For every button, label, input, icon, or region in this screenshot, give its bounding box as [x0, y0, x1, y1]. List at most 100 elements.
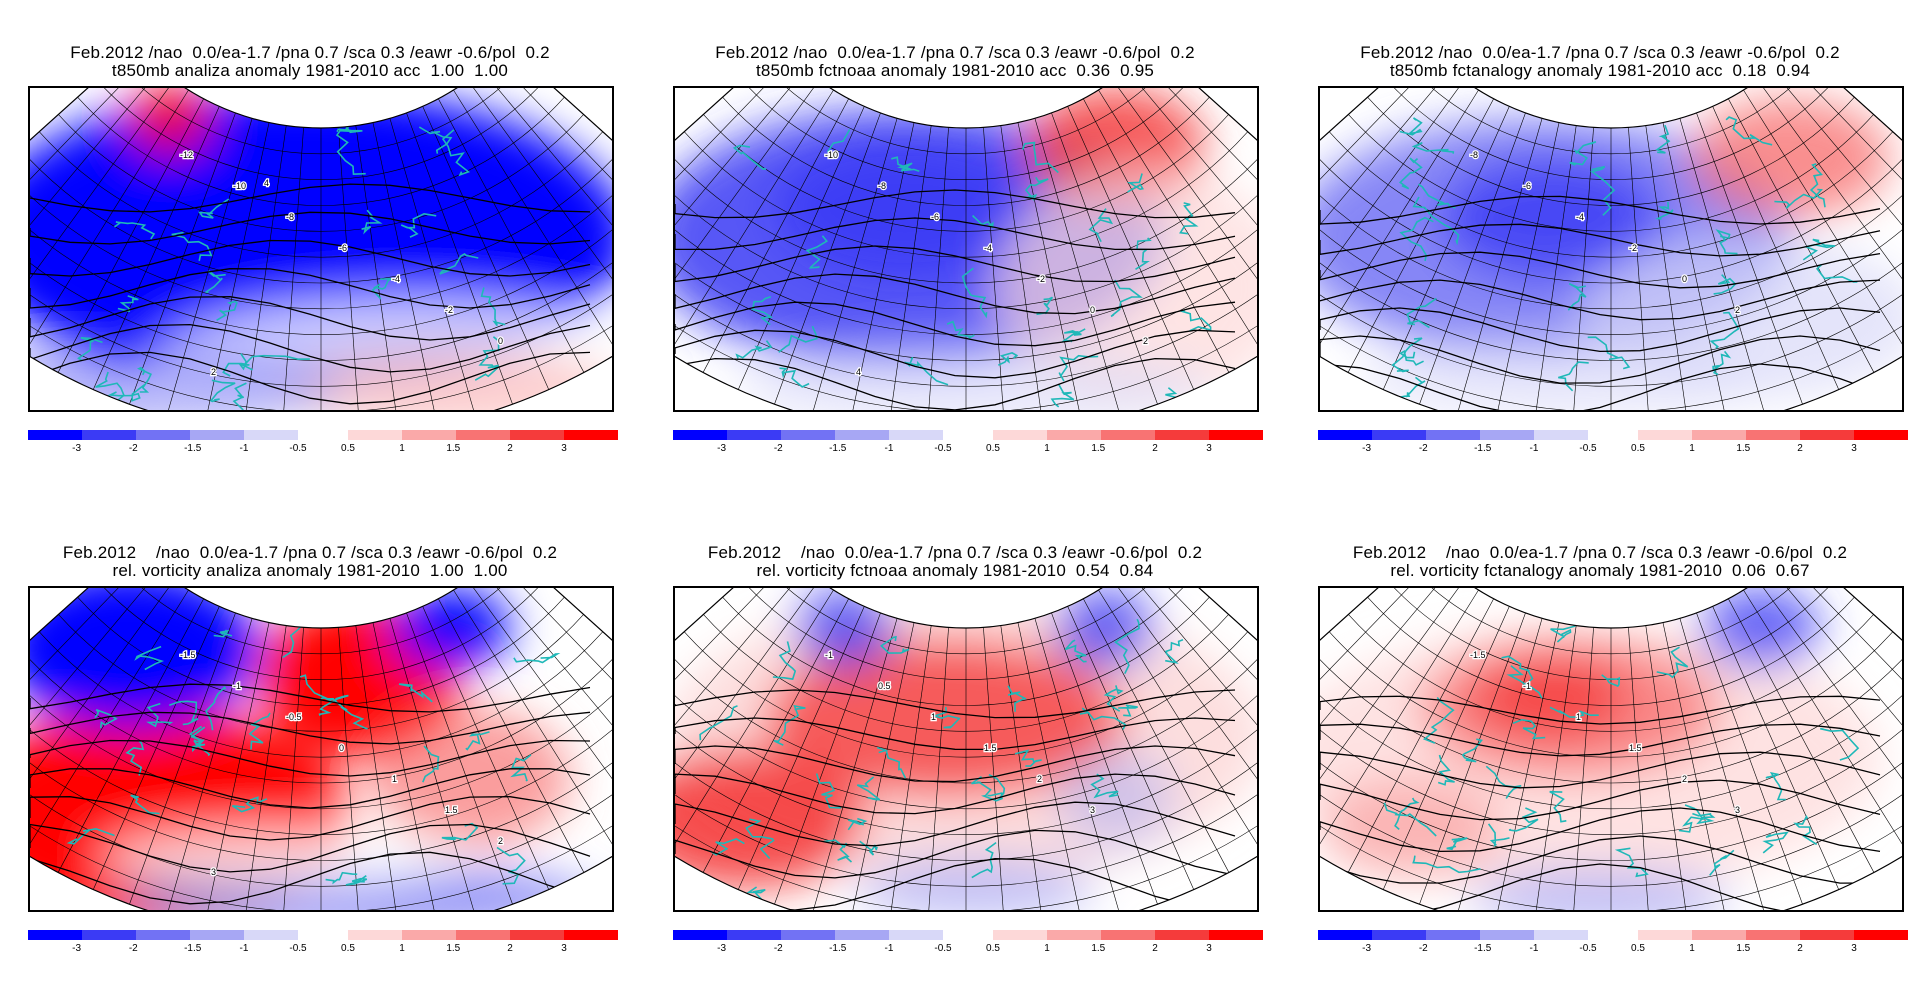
- colorbar-swatch-positive: [456, 430, 510, 440]
- colorbar-swatch-positive: [1155, 930, 1209, 940]
- anomaly-region: [1700, 588, 1820, 668]
- colorbar-tick-label: -3: [1362, 443, 1372, 454]
- anomaly-shading: [675, 588, 1257, 910]
- panel-title-line1: Feb.2012 /nao 0.0/ea-1.7 /pna 0.7 /sca 0…: [1352, 543, 1848, 562]
- contour-label: 2: [211, 367, 216, 377]
- contour-label: 2: [498, 836, 503, 846]
- colorbar-swatch-negative: [781, 930, 835, 940]
- coastlines: [66, 617, 561, 886]
- colorbar-swatch-negative: [82, 430, 136, 440]
- colorbar-tick-label: -0.5: [289, 443, 307, 454]
- colorbar-tick-label: 1.5: [446, 443, 461, 454]
- contour-label: -1.5: [1470, 650, 1486, 660]
- map-field: [675, 588, 1257, 910]
- anomaly-map: -1.5 -1 -0.5 0 1 1.5 2 3: [28, 586, 614, 912]
- panel-title-line2: rel. vorticity fctnoaa anomaly 1981-2010…: [756, 561, 1154, 580]
- contour-label: -10: [233, 181, 246, 191]
- colorbar-swatch-negative: [28, 430, 82, 440]
- map-field: [1320, 588, 1902, 910]
- colorbar-tick-label: 1.5: [446, 943, 461, 954]
- colorbar-swatch-negative: [1372, 430, 1426, 440]
- colorbar-tick-label: 1.5: [1091, 443, 1106, 454]
- contour-label: 0: [498, 336, 503, 346]
- colorbar-swatch-positive: [1692, 930, 1746, 940]
- colorbar-tick-label: 0.5: [986, 443, 1000, 454]
- anomaly-region: [1320, 778, 1500, 878]
- colorbar-tick-label: -1: [239, 443, 249, 454]
- colorbar-swatch-negative: [190, 930, 244, 940]
- colorbar: -3 -2 -1.5 -1 -0.5 0.5 1 1.5 2 3: [1318, 430, 1908, 460]
- colorbar-tick-label: -1: [884, 443, 894, 454]
- colorbar-swatch-negative: [82, 930, 136, 940]
- colorbar-tick-label: -1: [1529, 443, 1539, 454]
- colorbar-swatch-negative: [1480, 430, 1534, 440]
- colorbar-swatch-positive: [1800, 430, 1854, 440]
- colorbar-tick-label: 0.5: [1631, 443, 1645, 454]
- colorbar-tick-label: 2: [507, 943, 513, 954]
- colorbar-tick-label: 1.5: [1736, 943, 1751, 954]
- colorbar-swatch-positive: [1155, 430, 1209, 440]
- panel-title-line2: t850mb fctnoaa anomaly 1981-2010 acc 0.3…: [755, 61, 1155, 80]
- colorbar-swatch-positive: [348, 930, 402, 940]
- contour-label: -4: [984, 243, 992, 253]
- contour-lines: [30, 683, 591, 905]
- contour-label: 0: [1682, 274, 1687, 284]
- colorbar-swatch-positive: [348, 430, 402, 440]
- colorbar-tick-label: -1.5: [829, 943, 847, 954]
- contour-label: -2: [1629, 243, 1637, 253]
- colorbar-swatch-negative: [727, 930, 781, 940]
- graticule: [675, 588, 1257, 910]
- colorbar-swatch-negative: [1318, 930, 1372, 940]
- colorbar-swatch-positive: [1209, 430, 1263, 440]
- colorbar-tick-label: -1: [884, 943, 894, 954]
- anomaly-region: [675, 748, 865, 888]
- colorbar: -3 -2 -1.5 -1 -0.5 0.5 1 1.5 2 3: [1318, 930, 1908, 960]
- colorbar-tick-label: 1: [1044, 443, 1050, 454]
- contour-lines: [675, 689, 1236, 910]
- colorbar: -3 -2 -1.5 -1 -0.5 0.5 1 1.5 2 3: [28, 430, 618, 460]
- colorbar-swatch-negative: [1426, 930, 1480, 940]
- contour-label: 0.5: [878, 681, 891, 691]
- colorbar-tick-label: -3: [717, 443, 727, 454]
- colorbar-tick-label: -3: [717, 943, 727, 954]
- colorbar-swatch-negative: [835, 930, 889, 940]
- panel-title-line2: rel. vorticity analiza anomaly 1981-2010…: [112, 561, 508, 580]
- anomaly-map: -1.5 -1 1 1.5 2 3: [1318, 586, 1904, 912]
- colorbar-tick-label: 0.5: [1631, 943, 1645, 954]
- colorbar-tick-label: -0.5: [934, 443, 952, 454]
- map-field: [1320, 88, 1902, 410]
- graticule: [30, 88, 612, 410]
- contour-lines: [675, 189, 1236, 410]
- colorbar-tick-label: 1: [1689, 943, 1695, 954]
- contour-label: 2: [1682, 774, 1687, 784]
- contour-label: -1: [825, 650, 833, 660]
- colorbar-tick-label: -0.5: [934, 943, 952, 954]
- contour-label: -4: [1576, 212, 1584, 222]
- colorbar-swatch-negative: [781, 430, 835, 440]
- colorbar-tick-label: 2: [1152, 943, 1158, 954]
- contour-label: 1.5: [984, 743, 997, 753]
- colorbar-tick-label: 1: [1689, 443, 1695, 454]
- contour-label: 0: [339, 743, 344, 753]
- colorbar-tick-label: -3: [72, 443, 82, 454]
- colorbar-swatch-negative: [1534, 430, 1588, 440]
- contour-label: -6: [1523, 181, 1531, 191]
- anomaly-map: -1 0.5 1 1.5 2 3: [673, 586, 1259, 912]
- panel-title-line2: rel. vorticity fctanalogy anomaly 1981-2…: [1390, 561, 1810, 580]
- map-plot: -12 -10 -8 -6 -4 -2 0 2 4: [30, 88, 612, 410]
- colorbar-tick-label: -2: [773, 943, 783, 954]
- colorbar-swatch-positive: [993, 930, 1047, 940]
- colorbar-tick-label: -1.5: [1474, 443, 1492, 454]
- colorbar-swatch-positive: [564, 430, 618, 440]
- map-field: [30, 88, 612, 410]
- anomaly-region: [130, 88, 210, 153]
- colorbar-tick-label: 2: [507, 443, 513, 454]
- colorbar-tick-label: -1.5: [829, 443, 847, 454]
- colorbar-tick-label: -1: [239, 943, 249, 954]
- colorbar-swatch-negative: [1318, 430, 1372, 440]
- colorbar-tick-label: 3: [1206, 943, 1212, 954]
- map-plot: -10 -8 -6 -4 -2 0 2 4: [675, 88, 1257, 410]
- colorbar-tick-label: 0.5: [986, 943, 1000, 954]
- anomaly-region: [1470, 868, 1730, 910]
